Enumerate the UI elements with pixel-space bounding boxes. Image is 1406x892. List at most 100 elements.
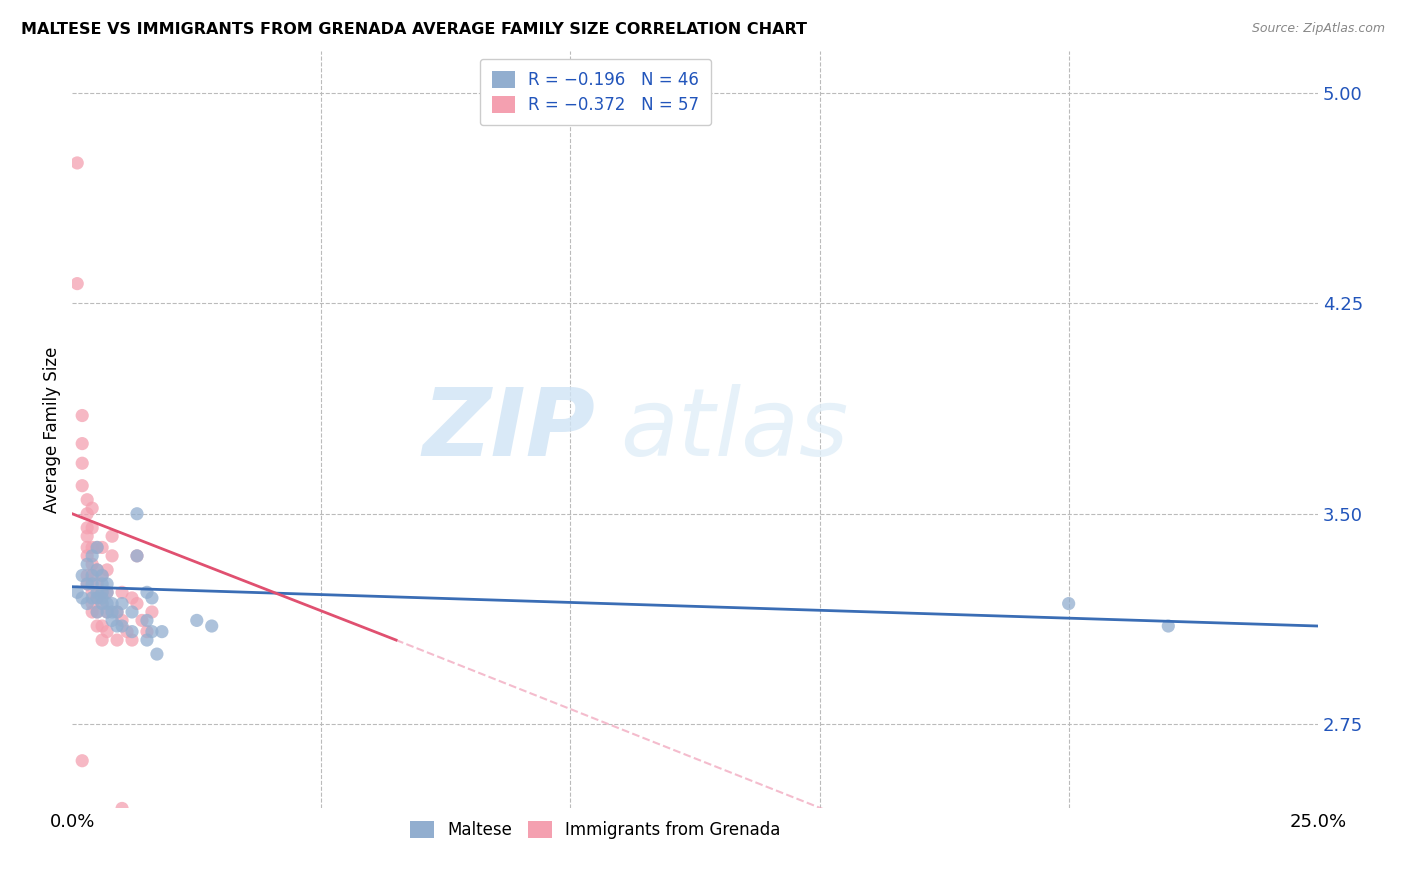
Point xyxy=(105,605,128,619)
Point xyxy=(66,585,89,599)
Point xyxy=(201,619,224,633)
Point xyxy=(76,521,98,535)
Point xyxy=(70,478,93,492)
Point xyxy=(76,597,98,611)
Point xyxy=(91,568,114,582)
Point xyxy=(91,591,114,605)
Point xyxy=(82,605,104,619)
Point xyxy=(82,597,104,611)
Point xyxy=(86,541,108,555)
Point xyxy=(111,585,134,599)
Point xyxy=(66,156,89,170)
Point xyxy=(82,577,104,591)
Point xyxy=(76,549,98,563)
Point xyxy=(96,563,118,577)
Point xyxy=(86,585,108,599)
Point xyxy=(141,591,163,605)
Point xyxy=(105,633,128,648)
Text: Source: ZipAtlas.com: Source: ZipAtlas.com xyxy=(1251,22,1385,36)
Point xyxy=(86,541,108,555)
Point xyxy=(76,541,98,555)
Point xyxy=(70,456,93,470)
Point xyxy=(111,801,134,815)
Point xyxy=(131,614,153,628)
Point xyxy=(86,591,108,605)
Point xyxy=(105,619,128,633)
Point xyxy=(125,597,148,611)
Point xyxy=(91,568,114,582)
Point xyxy=(96,585,118,599)
Point xyxy=(146,647,169,661)
Point xyxy=(86,605,108,619)
Point xyxy=(186,614,208,628)
Point xyxy=(136,633,159,648)
Point xyxy=(111,597,134,611)
Point xyxy=(91,597,114,611)
Point xyxy=(96,597,118,611)
Point xyxy=(101,605,124,619)
Point xyxy=(121,633,143,648)
Point xyxy=(82,568,104,582)
Point xyxy=(101,614,124,628)
Text: ZIP: ZIP xyxy=(422,384,595,475)
Point xyxy=(186,810,208,824)
Point xyxy=(70,409,93,423)
Point xyxy=(86,605,108,619)
Point xyxy=(115,624,138,639)
Point xyxy=(70,591,93,605)
Point xyxy=(96,624,118,639)
Point xyxy=(121,605,143,619)
Point xyxy=(136,624,159,639)
Y-axis label: Average Family Size: Average Family Size xyxy=(44,346,60,513)
Point xyxy=(1157,619,1180,633)
Point xyxy=(1057,597,1080,611)
Point xyxy=(150,624,173,639)
Point xyxy=(86,619,108,633)
Point xyxy=(86,591,108,605)
Point xyxy=(76,492,98,507)
Point xyxy=(82,501,104,516)
Point xyxy=(76,577,98,591)
Point xyxy=(125,507,148,521)
Point xyxy=(91,585,114,599)
Point xyxy=(125,549,148,563)
Point xyxy=(86,563,108,577)
Point xyxy=(96,605,118,619)
Point xyxy=(82,541,104,555)
Point xyxy=(82,521,104,535)
Point xyxy=(91,597,114,611)
Point xyxy=(91,585,114,599)
Point xyxy=(91,577,114,591)
Point xyxy=(82,549,104,563)
Point xyxy=(136,585,159,599)
Point xyxy=(96,585,118,599)
Point xyxy=(82,568,104,582)
Point xyxy=(111,614,134,628)
Legend: Maltese, Immigrants from Grenada: Maltese, Immigrants from Grenada xyxy=(404,814,787,846)
Point xyxy=(105,605,128,619)
Point xyxy=(86,563,108,577)
Point xyxy=(121,591,143,605)
Point xyxy=(70,754,93,768)
Point xyxy=(86,577,108,591)
Text: MALTESE VS IMMIGRANTS FROM GRENADA AVERAGE FAMILY SIZE CORRELATION CHART: MALTESE VS IMMIGRANTS FROM GRENADA AVERA… xyxy=(21,22,807,37)
Point xyxy=(70,568,93,582)
Point xyxy=(82,558,104,572)
Point xyxy=(76,568,98,582)
Point xyxy=(91,633,114,648)
Point xyxy=(76,507,98,521)
Point xyxy=(91,541,114,555)
Point xyxy=(111,619,134,633)
Point xyxy=(76,577,98,591)
Point xyxy=(141,624,163,639)
Point xyxy=(101,529,124,543)
Point xyxy=(136,614,159,628)
Point xyxy=(82,585,104,599)
Point xyxy=(141,605,163,619)
Point xyxy=(125,549,148,563)
Point xyxy=(66,277,89,291)
Point xyxy=(76,558,98,572)
Point xyxy=(96,577,118,591)
Point xyxy=(82,591,104,605)
Point xyxy=(121,624,143,639)
